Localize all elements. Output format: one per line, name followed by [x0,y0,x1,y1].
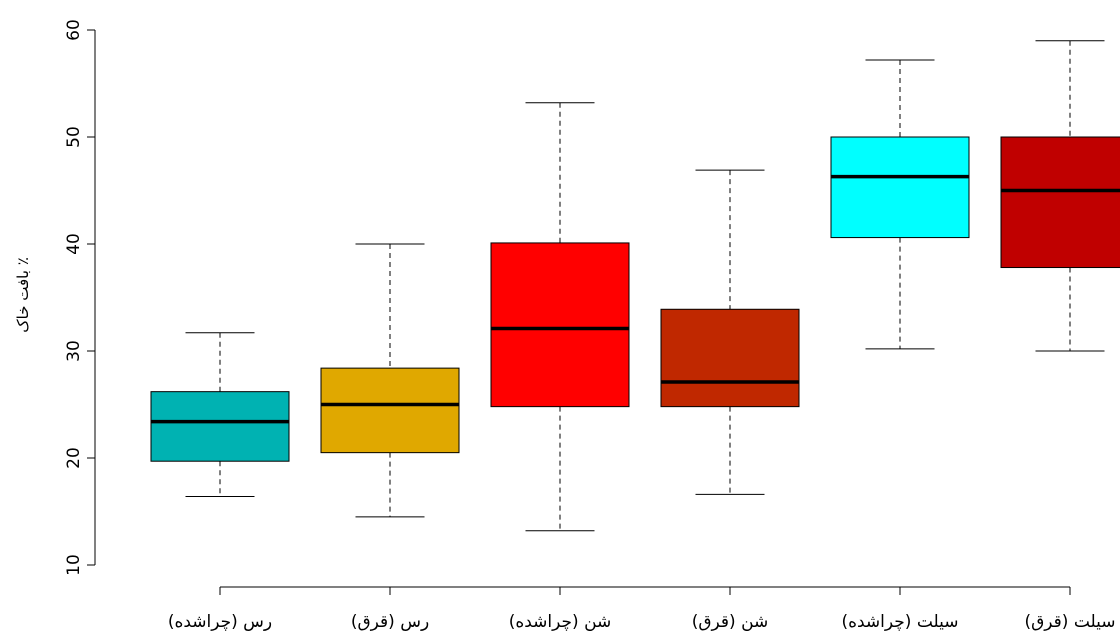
iqr-box [150,391,290,462]
x-category-label: شن (چراشده) [509,612,612,632]
iqr-box [490,242,630,408]
x-axis: رس (چراشده) رس (قرق) شن (چراشده) شن (قرق) سی… [168,586,1116,632]
x-category-label: شن (قرق) [692,612,769,632]
x-category-label: سیلت (چراشده) [841,612,958,632]
x-category-label: رس (قرق) [351,612,429,632]
y-tick-label: 20 [64,447,84,469]
box-group [150,332,290,498]
x-category-label: سیلت (قرق) [1024,612,1115,632]
y-tick-label: 40 [64,233,84,255]
y-tick-label: 10 [64,554,84,576]
y-tick-label: 50 [64,126,84,148]
y-axis: 10 20 30 40 50 60 [64,19,96,576]
iqr-box [660,308,800,408]
y-axis-label: بافت خاک ٪ [14,257,32,333]
iqr-box [830,136,970,239]
y-tick-label: 30 [64,340,84,362]
box-group [660,169,800,495]
box-group [490,102,630,532]
iqr-box [1000,136,1120,269]
iqr-box [320,367,460,454]
box-series [150,40,1120,532]
box-group [1000,40,1120,352]
y-tick-label: 60 [64,19,84,41]
box-group [320,243,460,518]
box-group [830,59,970,350]
x-category-label: رس (چراشده) [168,612,272,632]
